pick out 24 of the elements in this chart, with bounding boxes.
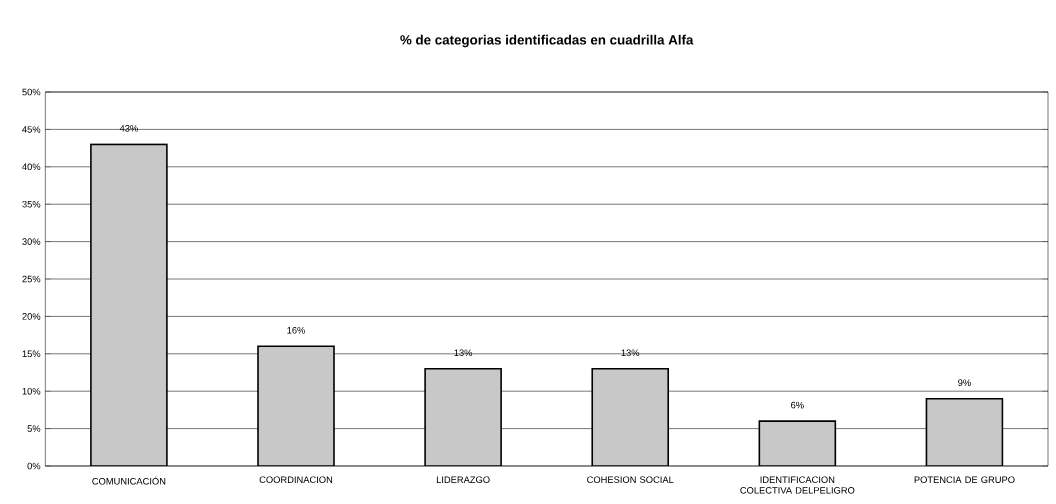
x-tick-label: POTENCIA DE GRUPO: [914, 476, 1015, 483]
y-tick-label: 30%: [22, 238, 41, 245]
data-label: 13%: [454, 349, 473, 357]
y-tick-label: 20%: [22, 313, 41, 320]
y-tick-label: 35%: [22, 200, 41, 208]
y-tick-label: 10%: [22, 387, 41, 395]
data-label: 13%: [621, 349, 640, 357]
chart-title: % de categorias identificadas en cuadrilla Alfa: [400, 34, 694, 48]
x-tick-label: IDENTIFICACION COLECTIVA DELPELIGRO: [740, 476, 855, 494]
y-tick-label: 5%: [27, 425, 41, 432]
x-tick-label: LIDERAZGO: [436, 476, 490, 483]
x-tick-label: COORDINACION: [259, 476, 333, 483]
data-label: 6%: [791, 401, 804, 409]
x-tick-label: COHESION SOCIAL: [587, 476, 674, 483]
x-tick-label: COMUNICACIÓN: [92, 476, 166, 485]
y-tick-label: 0%: [27, 462, 41, 470]
y-tick-label: 40%: [22, 163, 41, 171]
data-label: 9%: [958, 379, 971, 386]
y-tick-label: 15%: [22, 350, 41, 358]
y-tick-label: 45%: [22, 126, 41, 133]
data-label: 43%: [119, 125, 138, 132]
y-tick-label: 25%: [22, 275, 41, 283]
data-label: 16%: [287, 327, 306, 334]
y-tick-label: 50%: [22, 88, 41, 96]
